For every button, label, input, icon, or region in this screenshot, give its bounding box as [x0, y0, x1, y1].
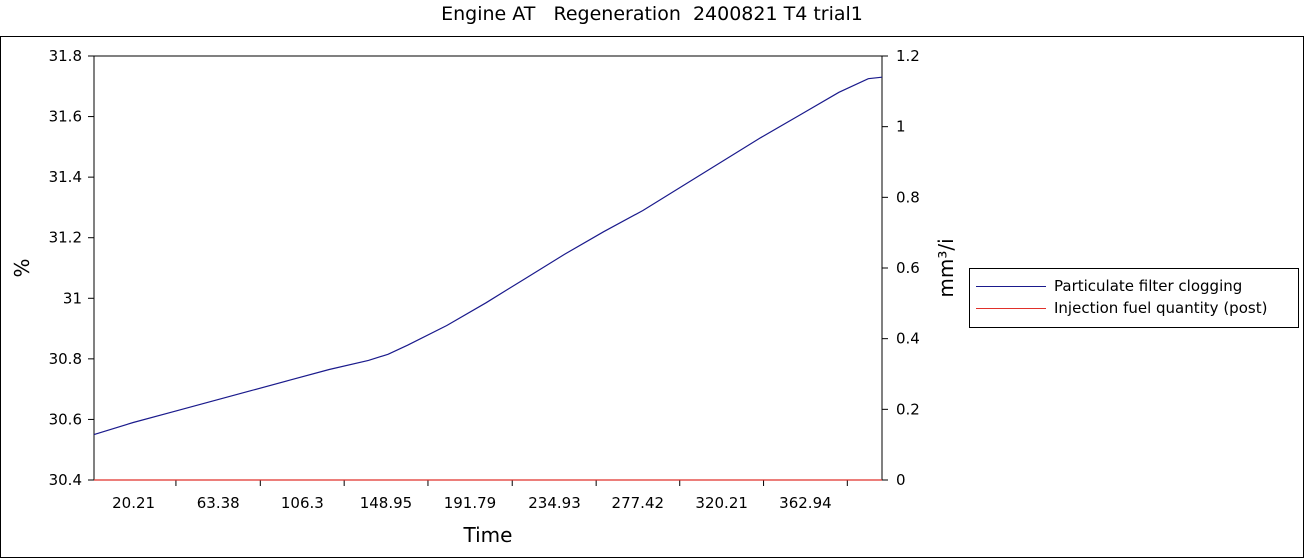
y-right-tick-label: 0: [896, 471, 906, 489]
y-right-tick-label: 0.6: [896, 259, 920, 277]
y-left-tick-label: 30.8: [49, 350, 82, 368]
x-tick-label: 20.21: [112, 494, 155, 512]
x-tick-label: 191.79: [444, 494, 497, 512]
y-right-axis-title: mm³/i: [934, 238, 958, 297]
chart-plot-svg: 30.4 30.6 30.8 31 31.2 31.4 31.6 31.8 0 0.2 0.4 0.6…: [10, 47, 958, 547]
x-tick-label: 320.21: [695, 494, 748, 512]
x-tick-label: 234.93: [528, 494, 581, 512]
y-left-tick-label: 31.2: [49, 229, 82, 247]
legend-label-series-2: Injection fuel quantity (post): [1054, 299, 1268, 317]
legend-swatch-series-1: [976, 285, 1046, 287]
legend-label-series-1: Particulate filter clogging: [1054, 277, 1243, 295]
y-left-tick-label: 30.6: [49, 410, 82, 428]
x-tick-label: 362.94: [779, 494, 832, 512]
y-right-tick-label: 1.2: [896, 47, 920, 65]
x-tick-label: 106.3: [281, 494, 324, 512]
x-tick-label: 63.38: [197, 494, 240, 512]
y-right-tick-label: 1: [896, 118, 906, 136]
x-tick-label: 277.42: [612, 494, 665, 512]
plot-area-border: [93, 55, 883, 481]
legend-swatch-series-2: [976, 307, 1046, 309]
y-left-tick-label: 30.4: [49, 471, 82, 489]
series-line-1: [93, 76, 883, 436]
legend-item-series-2: Injection fuel quantity (post): [976, 297, 1267, 319]
chart-legend: Particulate filter clogging Injection fu…: [969, 268, 1299, 328]
y-left-tick-label: 31.6: [49, 108, 82, 126]
chart-frame: 30.4 30.6 30.8 31 31.2 31.4 31.6 31.8 0 0.2 0.4 0.6…: [0, 36, 1304, 558]
y-right-tick-label: 0.4: [896, 330, 920, 348]
y-right-tick-label: 0.2: [896, 400, 920, 418]
x-axis-title: Time: [463, 523, 513, 547]
y-left-axis-title: %: [10, 258, 34, 277]
y-left-tick-label: 31.4: [49, 168, 82, 186]
x-tick-label: 148.95: [360, 494, 413, 512]
y-left-tick-label: 31.8: [49, 47, 82, 65]
y-right-tick-label: 0.8: [896, 188, 920, 206]
chart-title: Engine AT Regeneration 2400821 T4 trial1: [441, 3, 863, 25]
y-left-tick-label: 31: [63, 289, 82, 307]
legend-item-series-1: Particulate filter clogging: [976, 275, 1242, 297]
